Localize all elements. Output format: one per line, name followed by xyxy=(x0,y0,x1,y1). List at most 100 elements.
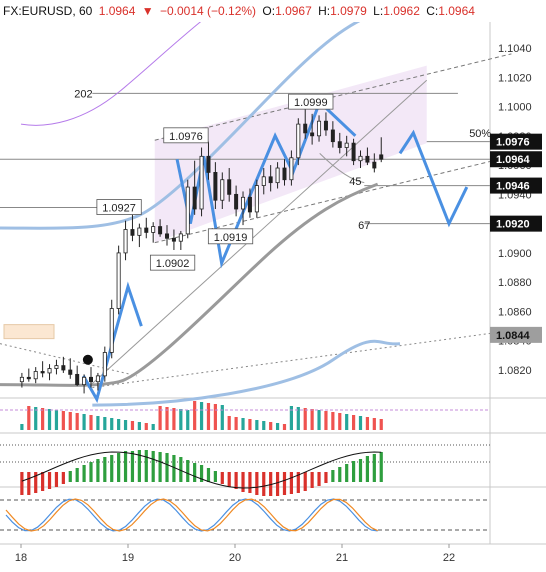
volume-bar xyxy=(103,417,107,430)
macd-histogram-bar xyxy=(289,472,293,494)
volume-bar xyxy=(303,408,307,430)
candle-body xyxy=(165,233,170,239)
volume-bar xyxy=(96,416,100,430)
open-value: 1.0967 xyxy=(275,4,312,18)
price-badge xyxy=(490,177,542,194)
volume-bar xyxy=(220,405,224,430)
candle-body xyxy=(130,229,135,236)
candle-body xyxy=(379,154,384,160)
macd-histogram-bar xyxy=(193,463,197,482)
volume-bar xyxy=(20,424,24,430)
candle-body xyxy=(310,132,315,137)
candle-body xyxy=(137,227,142,236)
close-label: C: xyxy=(426,4,439,18)
candle-body xyxy=(351,142,356,162)
annotation-text: 202 xyxy=(74,88,92,100)
price-change: −0.0014 (−0.12%) xyxy=(159,4,257,18)
volume-bar xyxy=(227,416,231,430)
close-value: 1.0964 xyxy=(438,4,475,18)
annotation-text: 67 xyxy=(358,220,370,232)
macd-histogram-bar xyxy=(151,451,155,482)
macd-histogram-bar xyxy=(82,465,86,482)
trend-line xyxy=(87,79,428,388)
candlestick-series xyxy=(3,108,384,394)
macd-histogram-bar xyxy=(358,459,363,482)
price-badge-label: 1.0976 xyxy=(496,137,530,149)
volume-bar xyxy=(68,412,72,430)
volume-bar xyxy=(179,409,183,430)
annotation-text: 50% xyxy=(469,128,491,140)
volume-bar xyxy=(241,418,245,430)
macd-histogram-bar xyxy=(144,450,148,482)
candle-body xyxy=(75,373,80,386)
volume-bar xyxy=(110,418,114,430)
volume-bar xyxy=(27,406,31,430)
macd-histogram-bar xyxy=(372,454,376,482)
volume-bar xyxy=(338,413,342,430)
time-tick-label: 18 xyxy=(15,552,27,564)
price-tick-label: 1.1020 xyxy=(498,72,532,84)
volume-bar xyxy=(269,422,273,430)
macd-histogram-bar xyxy=(296,472,300,493)
volume-bar xyxy=(158,406,162,430)
price-tick-label: 1.0900 xyxy=(498,248,532,260)
candle-body xyxy=(206,155,211,173)
macd-histogram-bar xyxy=(117,453,121,482)
price-label-box xyxy=(207,228,254,245)
macd-histogram-bar xyxy=(220,472,224,484)
candle-body xyxy=(54,365,59,369)
volume-bar xyxy=(34,407,38,430)
high-value: 1.0979 xyxy=(330,4,367,18)
macd-histogram-bar xyxy=(317,472,321,486)
candle-body xyxy=(372,161,377,169)
candle-body xyxy=(247,196,252,213)
macd-histogram-bar xyxy=(75,468,79,482)
candle-body xyxy=(199,155,204,210)
candle-body xyxy=(282,167,287,181)
macd-histogram-bar xyxy=(351,461,356,482)
candle-body xyxy=(178,233,183,242)
annotation-text: 45 xyxy=(349,176,361,188)
time-tick-label: 22 xyxy=(443,552,455,564)
candle-body xyxy=(365,155,370,163)
volume-bar xyxy=(172,408,176,430)
volume-bar xyxy=(296,407,300,430)
price-tick-label: 1.1000 xyxy=(498,102,532,114)
highlight-box xyxy=(3,324,55,340)
symbol-label[interactable]: FX:EURUSD, 60 xyxy=(3,4,93,18)
price-tick-label: 1.1040 xyxy=(498,43,532,55)
candle-body xyxy=(344,142,349,148)
volume-bar xyxy=(289,406,293,430)
time-tick-label: 21 xyxy=(336,552,348,564)
macd-histogram-bar xyxy=(47,472,52,489)
price-badge-label: 1.0920 xyxy=(496,219,530,231)
candle-body xyxy=(213,172,218,201)
candle-body xyxy=(317,120,322,137)
candle-body xyxy=(171,237,176,242)
volume-bar xyxy=(186,410,190,430)
candle-body xyxy=(95,375,100,383)
macd-histogram-bar xyxy=(206,468,211,482)
time-axis[interactable]: 18 19 20 21 22 xyxy=(15,544,455,564)
candle-body xyxy=(227,179,232,195)
high-label: H: xyxy=(318,4,331,18)
macd-histogram-bar xyxy=(89,462,93,482)
price-badge-label: 1.0844 xyxy=(496,330,531,342)
volume-bar xyxy=(47,409,52,430)
volume-bar xyxy=(193,401,197,430)
price-badge xyxy=(490,215,542,232)
candle-body xyxy=(185,186,190,235)
macd-histogram-bar xyxy=(241,472,245,492)
macd-pane xyxy=(0,444,490,496)
volume-bar xyxy=(317,410,321,430)
candle-body xyxy=(123,229,128,254)
candle-body xyxy=(323,120,328,131)
candle-body xyxy=(151,226,156,233)
candle-body xyxy=(241,196,246,210)
volume-bar xyxy=(61,411,65,430)
volume-bar xyxy=(365,417,370,430)
candle-body xyxy=(234,193,239,210)
volume-bar xyxy=(324,411,328,430)
volume-bar xyxy=(275,423,280,430)
